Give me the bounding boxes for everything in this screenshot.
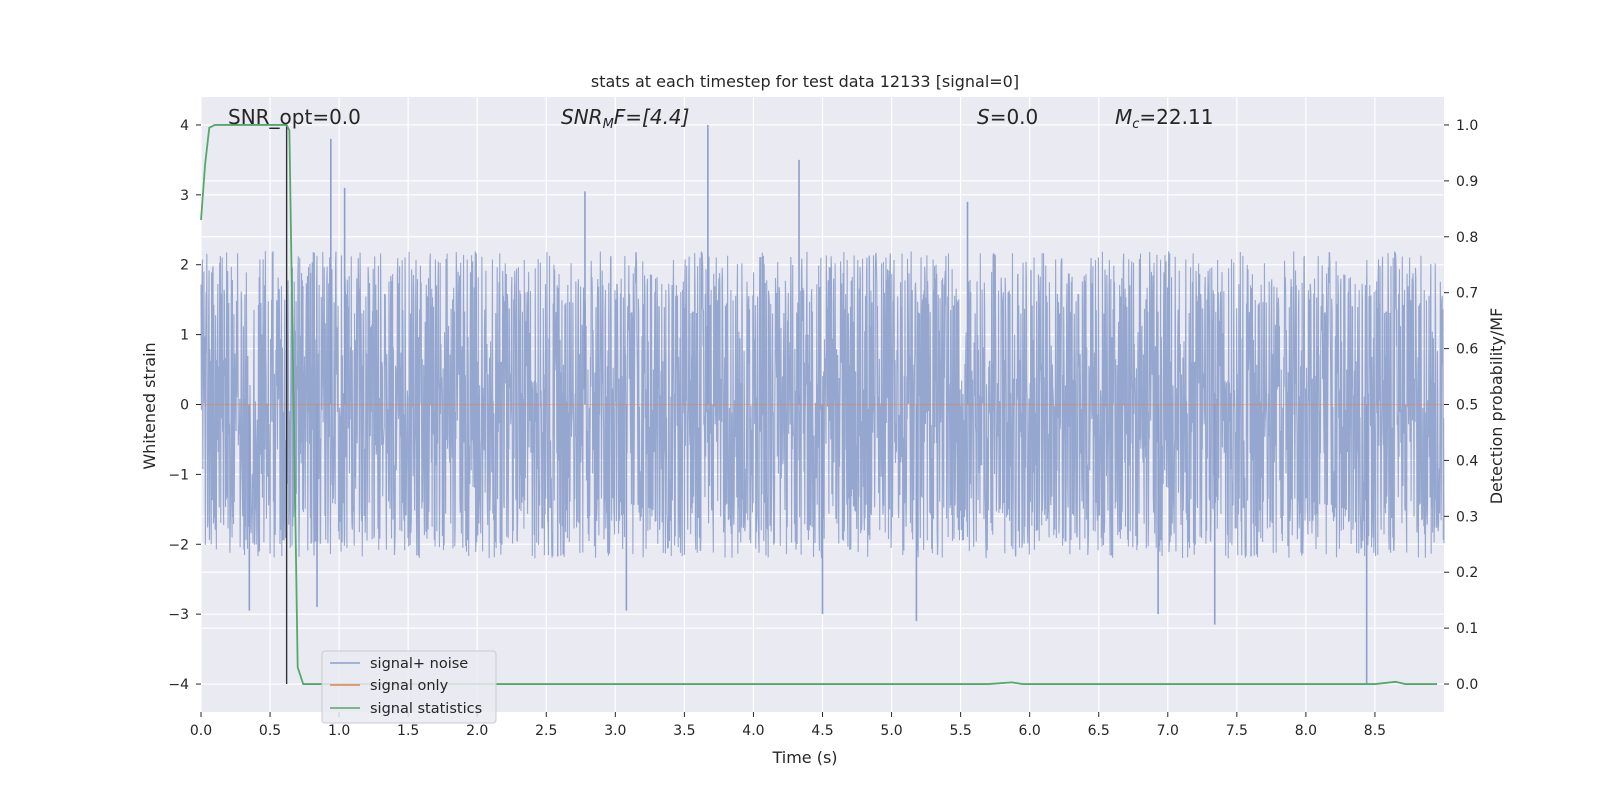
y-right-tick-label: 0.4 bbox=[1456, 453, 1478, 469]
x-tick-label: 2.5 bbox=[535, 723, 557, 739]
x-tick-label: 4.0 bbox=[742, 723, 764, 739]
x-tick-label: 0.0 bbox=[190, 723, 212, 739]
x-tick-label: 3.0 bbox=[604, 723, 626, 739]
y-left-tick-label: −4 bbox=[168, 677, 189, 693]
x-tick-label: 7.5 bbox=[1226, 723, 1248, 739]
legend-label-signal-only: signal only bbox=[370, 678, 449, 694]
y-axis-left-label: Whitened strain bbox=[140, 342, 159, 469]
x-tick-label: 1.5 bbox=[397, 723, 419, 739]
y-left-tick-label: 3 bbox=[180, 188, 189, 204]
y-right-tick-label: 0.1 bbox=[1456, 621, 1478, 637]
annotation-s-suffix: =0.0 bbox=[990, 105, 1039, 129]
y-right-tick-label: 0.9 bbox=[1456, 174, 1478, 190]
annotation-mc-sub: c bbox=[1132, 117, 1139, 132]
y-right-tick-label: 0.8 bbox=[1456, 230, 1478, 246]
x-tick-label: 6.0 bbox=[1019, 723, 1041, 739]
x-tick-label: 5.0 bbox=[880, 723, 902, 739]
y-right-tick-label: 0.0 bbox=[1456, 677, 1478, 693]
legend-label-signal-statistics: signal statistics bbox=[370, 701, 482, 717]
annotation-mc: Mc=22.11 bbox=[1115, 105, 1213, 132]
y-left-tick-label: −3 bbox=[168, 607, 189, 623]
x-tick-label: 0.5 bbox=[259, 723, 281, 739]
annotation-snr-mf-prefix: SNR bbox=[561, 105, 603, 129]
y-left-tick-label: 2 bbox=[180, 258, 189, 274]
annotation-snr-mf-suffix: F=[4.4] bbox=[614, 105, 690, 129]
y-left-tick-label: 0 bbox=[180, 398, 189, 414]
y-left-tick-label: 4 bbox=[180, 118, 189, 134]
noise-series bbox=[200, 124, 1445, 685]
y-left-tick-label: 1 bbox=[180, 328, 189, 344]
chart-title: stats at each timestep for test data 121… bbox=[591, 72, 1019, 91]
annotation-snr-opt: SNR_opt=0.0 bbox=[228, 105, 361, 129]
annotation-mc-suffix: =22.11 bbox=[1139, 105, 1213, 129]
x-tick-label: 3.5 bbox=[673, 723, 695, 739]
x-tick-label: 1.0 bbox=[328, 723, 350, 739]
x-tick-label: 5.5 bbox=[949, 723, 971, 739]
annotation-s: S=0.0 bbox=[977, 105, 1038, 129]
y-right-tick-label: 0.2 bbox=[1456, 565, 1478, 581]
annotation-snr-mf: SNRMF=[4.4] bbox=[561, 105, 689, 132]
x-tick-label: 2.0 bbox=[466, 723, 488, 739]
x-tick-label: 6.5 bbox=[1088, 723, 1110, 739]
annotation-snr-mf-sub: M bbox=[603, 117, 614, 132]
y-right-tick-label: 1.0 bbox=[1456, 118, 1478, 134]
y-left-tick-label: −2 bbox=[168, 537, 189, 553]
x-tick-label: 4.5 bbox=[811, 723, 833, 739]
y-right-tick-label: 0.3 bbox=[1456, 509, 1478, 525]
y-axis-right-label: Detection probability/MF bbox=[1487, 308, 1506, 505]
x-tick-label: 8.0 bbox=[1295, 723, 1317, 739]
annotation-s-prefix: S bbox=[977, 105, 990, 129]
y-right-tick-label: 0.7 bbox=[1456, 286, 1478, 302]
y-left-tick-label: −1 bbox=[168, 467, 189, 483]
y-right-tick-label: 0.6 bbox=[1456, 342, 1478, 358]
x-axis-label: Time (s) bbox=[771, 748, 837, 767]
legend: signal+ noise signal only signal statist… bbox=[321, 650, 497, 724]
annotation-mc-prefix: M bbox=[1115, 105, 1132, 129]
x-tick-label: 8.5 bbox=[1364, 723, 1386, 739]
tick-labels: 0.0 0.5 1.0 1.5 2.0 2.5 3.0 3.5 4.0 4.5 5.0 5.5 6.0 6… bbox=[168, 118, 1478, 739]
y-right-tick-label: 0.5 bbox=[1456, 398, 1478, 414]
x-tick-label: 7.0 bbox=[1157, 723, 1179, 739]
legend-frame bbox=[321, 650, 497, 724]
legend-label-signal-noise: signal+ noise bbox=[370, 656, 468, 672]
